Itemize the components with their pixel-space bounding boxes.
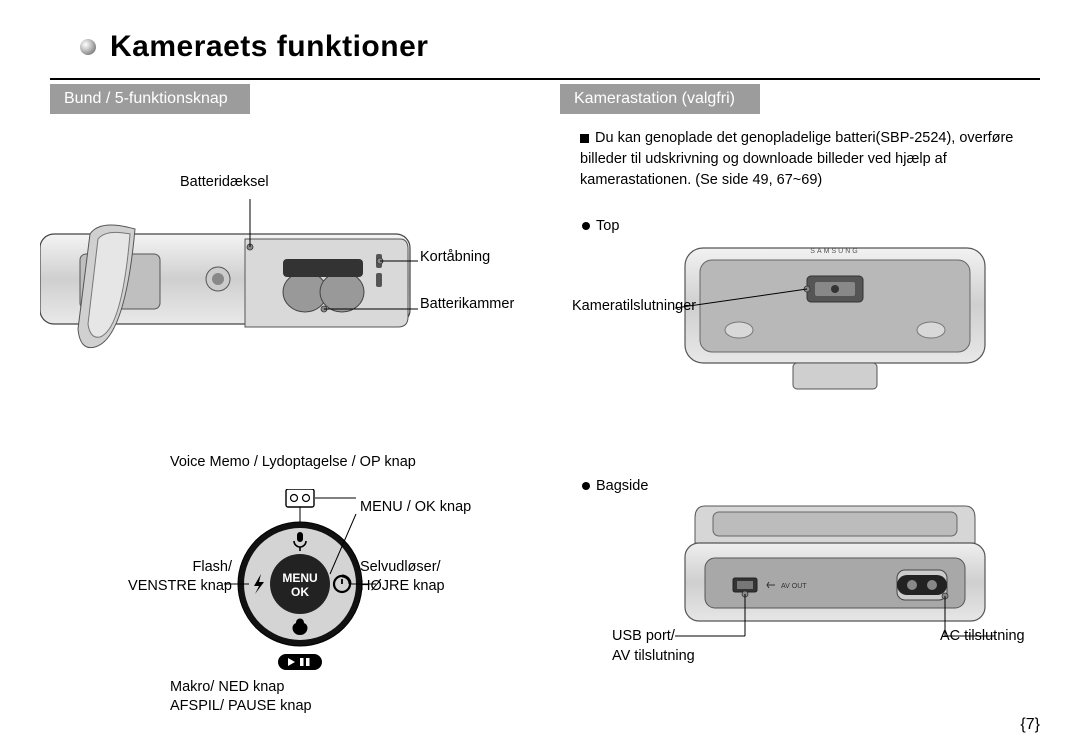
label-av-connection: AV tilslutning [612,648,695,664]
right-figure-area: Du kan genoplade det genopladelige batte… [560,128,1040,738]
left-heading: Bund / 5-funktionsknap [50,84,250,114]
label-top: Top [582,218,619,234]
label-voice-memo: Voice Memo / Lydoptagelse / OP knap [170,454,416,470]
label-back: Bagside [582,478,648,494]
label-flash: Flash/ [172,559,232,575]
page: Kameraets funktioner Bund / 5-funktionsk… [0,0,1080,746]
av-out-text: AV OUT [781,583,807,590]
label-right-btn: HØJRE knap [360,578,445,594]
title-bullet-icon [80,39,96,55]
page-title-block: Kameraets funktioner [50,30,1040,64]
label-battery-chamber: Batterikammer [420,296,514,312]
label-left-btn: VENSTRE knap [120,578,232,594]
page-title: Kameraets funktioner [110,30,428,64]
label-menu-ok: MENU / OK knap [360,499,471,515]
label-battery-cover: Batteridæksel [180,174,269,190]
square-bullet-icon [580,134,589,143]
right-column: Kamerastation (valgfri) Du kan genoplade… [560,84,1040,738]
label-play-pause: AFSPIL/ PAUSE knap [170,698,312,714]
right-description-text: Du kan genoplade det genopladelige batte… [580,130,1013,188]
figure-camera-bottom [40,199,440,359]
right-description: Du kan genoplade det genopladelige batte… [580,128,1040,191]
label-macro: Makro/ NED knap [170,679,284,695]
title-underline [50,78,1040,80]
dock-brand: SAMSUNG [810,248,859,255]
columns: Bund / 5-funktionsknap Batteridæksel [50,84,1040,738]
left-column: Bund / 5-funktionsknap Batteridæksel [50,84,530,738]
label-camera-connector: Kameratilslutninger [572,298,696,314]
page-number: {7} [1020,716,1040,734]
right-heading: Kamerastation (valgfri) [560,84,760,114]
dpad-menu-text: MENU [282,571,317,585]
label-ac-connection: AC tilslutning [940,628,1025,644]
round-bullet-icon [582,222,590,230]
dpad-ok-text: OK [291,585,309,599]
round-bullet-icon [582,482,590,490]
label-self-timer: Selvudløser/ [360,559,441,575]
figure-dpad: MENU OK [220,489,380,674]
label-usb-port: USB port/ [612,628,675,644]
left-figure-area: Batteridæksel [50,124,530,734]
label-card-slot: Kortåbning [420,249,490,265]
figure-dock-top: SAMSUNG [675,238,995,393]
